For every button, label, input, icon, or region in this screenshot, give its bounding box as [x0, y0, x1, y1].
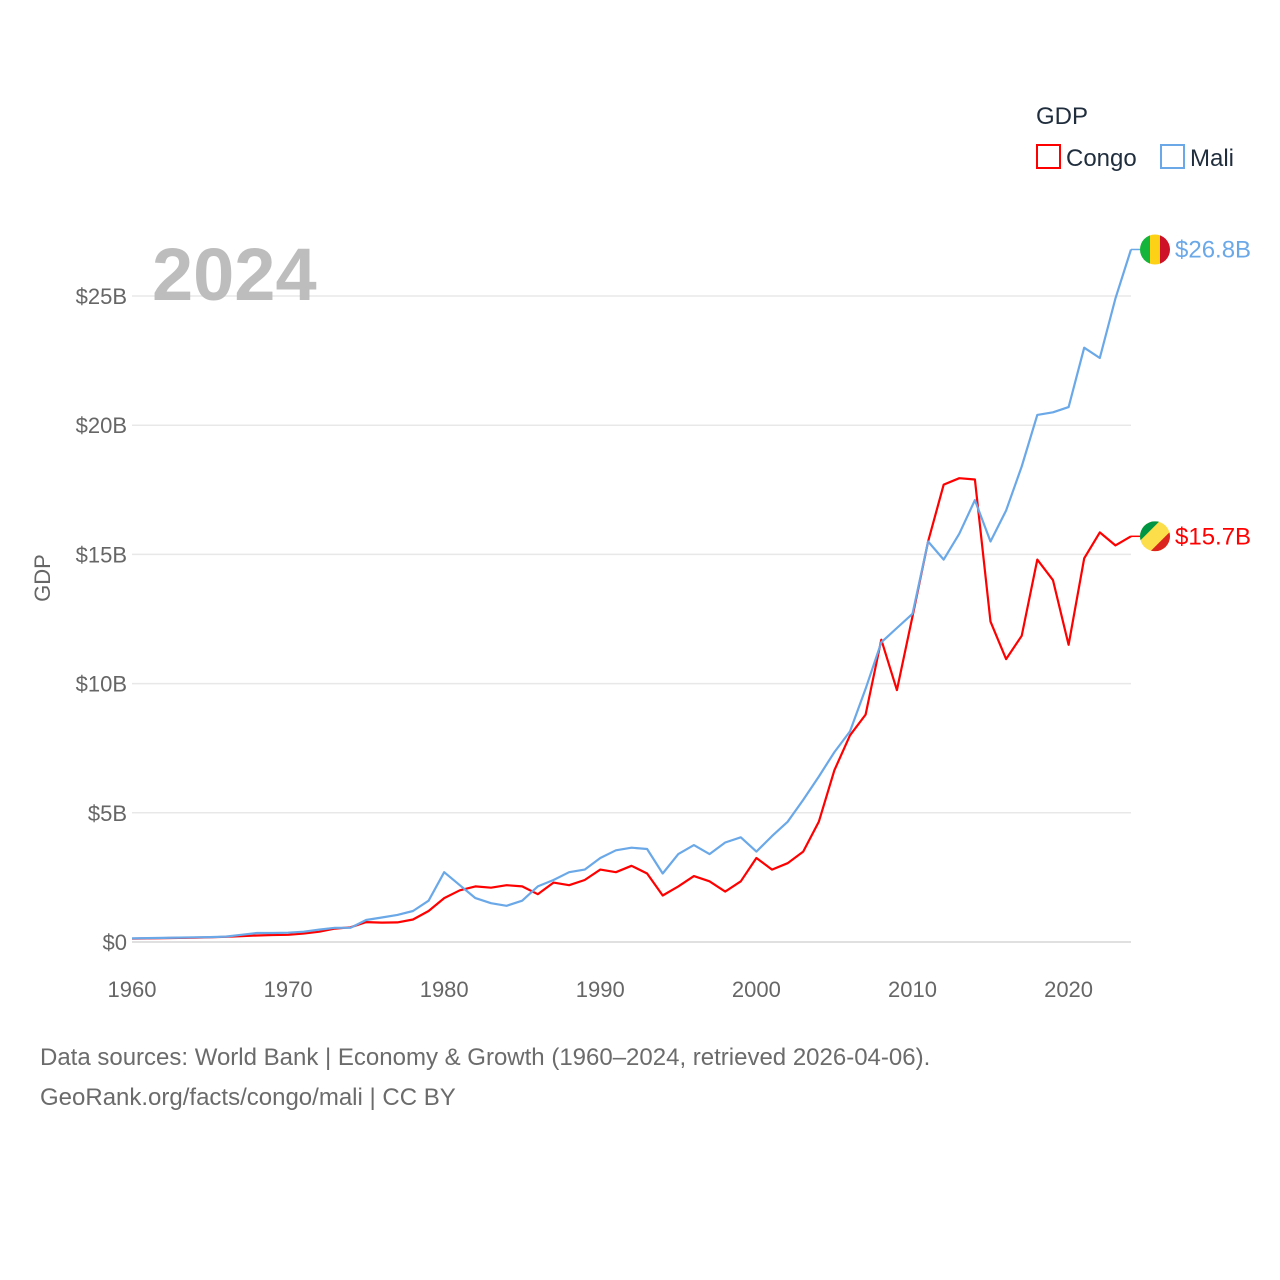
end-value-label-mali: $26.8B	[1175, 236, 1251, 263]
end-value-label-congo: $15.7B	[1175, 523, 1251, 550]
footer-sources: Data sources: World Bank | Economy & Gro…	[40, 1044, 931, 1071]
y-axis-title: GDP	[30, 554, 55, 602]
y-tick-label: $25B	[76, 284, 127, 309]
y-tick-label: $5B	[88, 801, 127, 826]
year-label: 2024	[152, 233, 317, 316]
legend: GDP Congo Mali	[1036, 103, 1234, 172]
legend-label-mali: Mali	[1190, 145, 1234, 172]
grid-lines	[132, 295, 1131, 943]
x-tick-label: 2000	[732, 977, 781, 1002]
legend-swatch-mali	[1160, 144, 1185, 169]
end-markers: $15.7B $26.8B	[1131, 234, 1251, 552]
y-tick-label: $20B	[76, 413, 127, 438]
y-axis-tick-labels: $0 $5B $10B $15B $20B $25B	[76, 284, 127, 955]
x-tick-label: 1970	[264, 977, 313, 1002]
series-line-mali	[131, 249, 1133, 940]
x-tick-label: 2020	[1044, 977, 1093, 1002]
mali-flag-icon	[1140, 234, 1170, 265]
series-line-congo	[131, 477, 1132, 940]
x-tick-label: 1990	[576, 977, 625, 1002]
y-tick-label: $0	[103, 930, 127, 955]
x-axis-tick-labels: 1960 1970 1980 1990 2000 2010 2020	[108, 977, 1094, 1002]
x-tick-label: 1980	[420, 977, 469, 1002]
x-tick-label: 1960	[108, 977, 157, 1002]
y-tick-label: $15B	[76, 542, 127, 567]
legend-swatch-congo	[1036, 144, 1061, 169]
legend-title: GDP	[1036, 103, 1088, 130]
footer-attribution: GeoRank.org/facts/congo/mali | CC BY	[40, 1084, 456, 1111]
congo-flag-icon	[1140, 521, 1170, 552]
series-lines	[131, 249, 1133, 940]
y-tick-label: $10B	[76, 672, 127, 697]
x-tick-label: 2010	[888, 977, 937, 1002]
legend-label-congo: Congo	[1066, 145, 1137, 172]
